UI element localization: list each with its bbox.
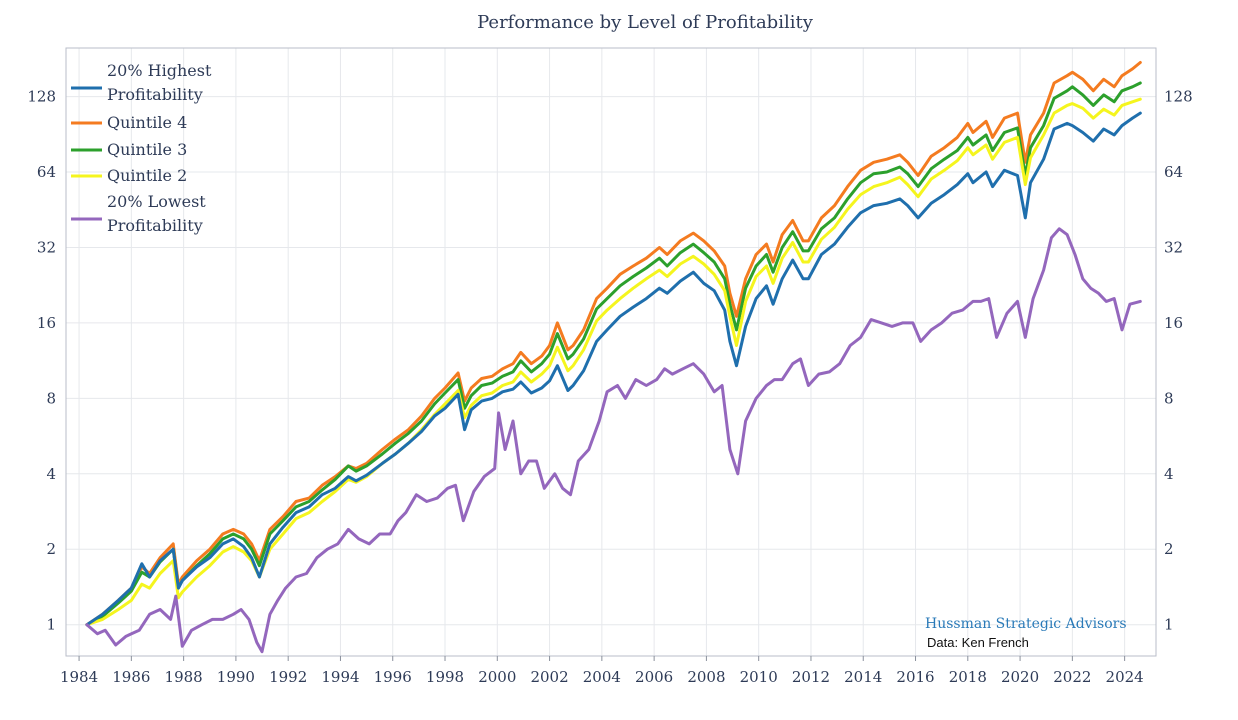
- x-tick-label: 2014: [844, 668, 882, 686]
- plot-frame: [65, 47, 1157, 657]
- series-lines: [85, 61, 1142, 654]
- legend-label-3: Quintile 2: [107, 166, 187, 185]
- legend: 20% Highest Profitability Quintile 4 Quinti…: [71, 61, 212, 235]
- x-tick-label: 2020: [1001, 668, 1039, 686]
- y-tick-label-right: 4: [1164, 465, 1174, 483]
- y-tick-label-right: 8: [1164, 389, 1174, 407]
- y-tick-label-left: 32: [37, 238, 56, 256]
- x-tick-label: 2008: [687, 668, 725, 686]
- y-tick-label-left: 8: [46, 389, 56, 407]
- x-tick-label: 2024: [1106, 668, 1144, 686]
- y-tick-label-right: 1: [1164, 616, 1174, 634]
- series-line-3: [85, 111, 1142, 627]
- x-tick-label: 1986: [112, 668, 150, 686]
- y-tick-label-left: 64: [37, 163, 56, 181]
- x-tick-label: 1990: [217, 668, 255, 686]
- y-tick-label-left: 128: [27, 88, 56, 106]
- x-tick-label: 2022: [1053, 668, 1091, 686]
- legend-label-4: 20% Lowest: [107, 192, 206, 211]
- x-tick-label: 1984: [60, 668, 98, 686]
- y-tick-label-right: 2: [1164, 540, 1174, 558]
- axes: 1984 1986 1988 1990 1992 1994 1996 1998 2000 2002…: [27, 88, 1192, 686]
- y-tick-label-left: 4: [46, 465, 56, 483]
- series-line-1: [85, 81, 1142, 627]
- x-tick-label: 1994: [321, 668, 359, 686]
- x-tick-label: 1996: [374, 668, 412, 686]
- x-tick-label: 1988: [165, 668, 203, 686]
- legend-label-4-line2: Profitability: [107, 216, 203, 235]
- legend-label-2: Quintile 3: [107, 140, 187, 159]
- x-tick-label: 1992: [269, 668, 307, 686]
- x-tick-label: 2010: [740, 668, 778, 686]
- credit-annotation: Hussman Strategic Advisors Data: Ken Fre…: [925, 616, 1127, 650]
- grid: [66, 48, 1156, 656]
- x-tick-label: 2018: [949, 668, 987, 686]
- y-tick-label-left: 16: [37, 314, 56, 332]
- y-tick-label-right: 16: [1164, 314, 1183, 332]
- series-line-0: [85, 61, 1142, 627]
- credit-sub: Data: Ken French: [927, 635, 1029, 650]
- x-tick-label: 2000: [478, 668, 516, 686]
- x-tick-label: 1998: [426, 668, 464, 686]
- chart-title: Performance by Level of Profitability: [477, 12, 814, 33]
- x-tick-label: 2006: [635, 668, 673, 686]
- legend-label-0-line2: Profitability: [107, 85, 203, 104]
- x-tick-label: 2012: [792, 668, 830, 686]
- x-tick-label: 2016: [896, 668, 934, 686]
- legend-label-1: Quintile 4: [107, 113, 187, 132]
- y-tick-label-right: 32: [1164, 238, 1183, 256]
- credit-main: Hussman Strategic Advisors: [925, 616, 1127, 632]
- x-tick-label: 2002: [530, 668, 568, 686]
- x-tick-label: 2004: [583, 668, 621, 686]
- y-tick-label-right: 128: [1164, 88, 1193, 106]
- y-tick-label-left: 2: [46, 540, 56, 558]
- y-tick-label-right: 64: [1164, 163, 1183, 181]
- legend-label-0: 20% Highest: [107, 61, 212, 80]
- series-line-4: [85, 227, 1142, 654]
- y-tick-label-left: 1: [46, 616, 56, 634]
